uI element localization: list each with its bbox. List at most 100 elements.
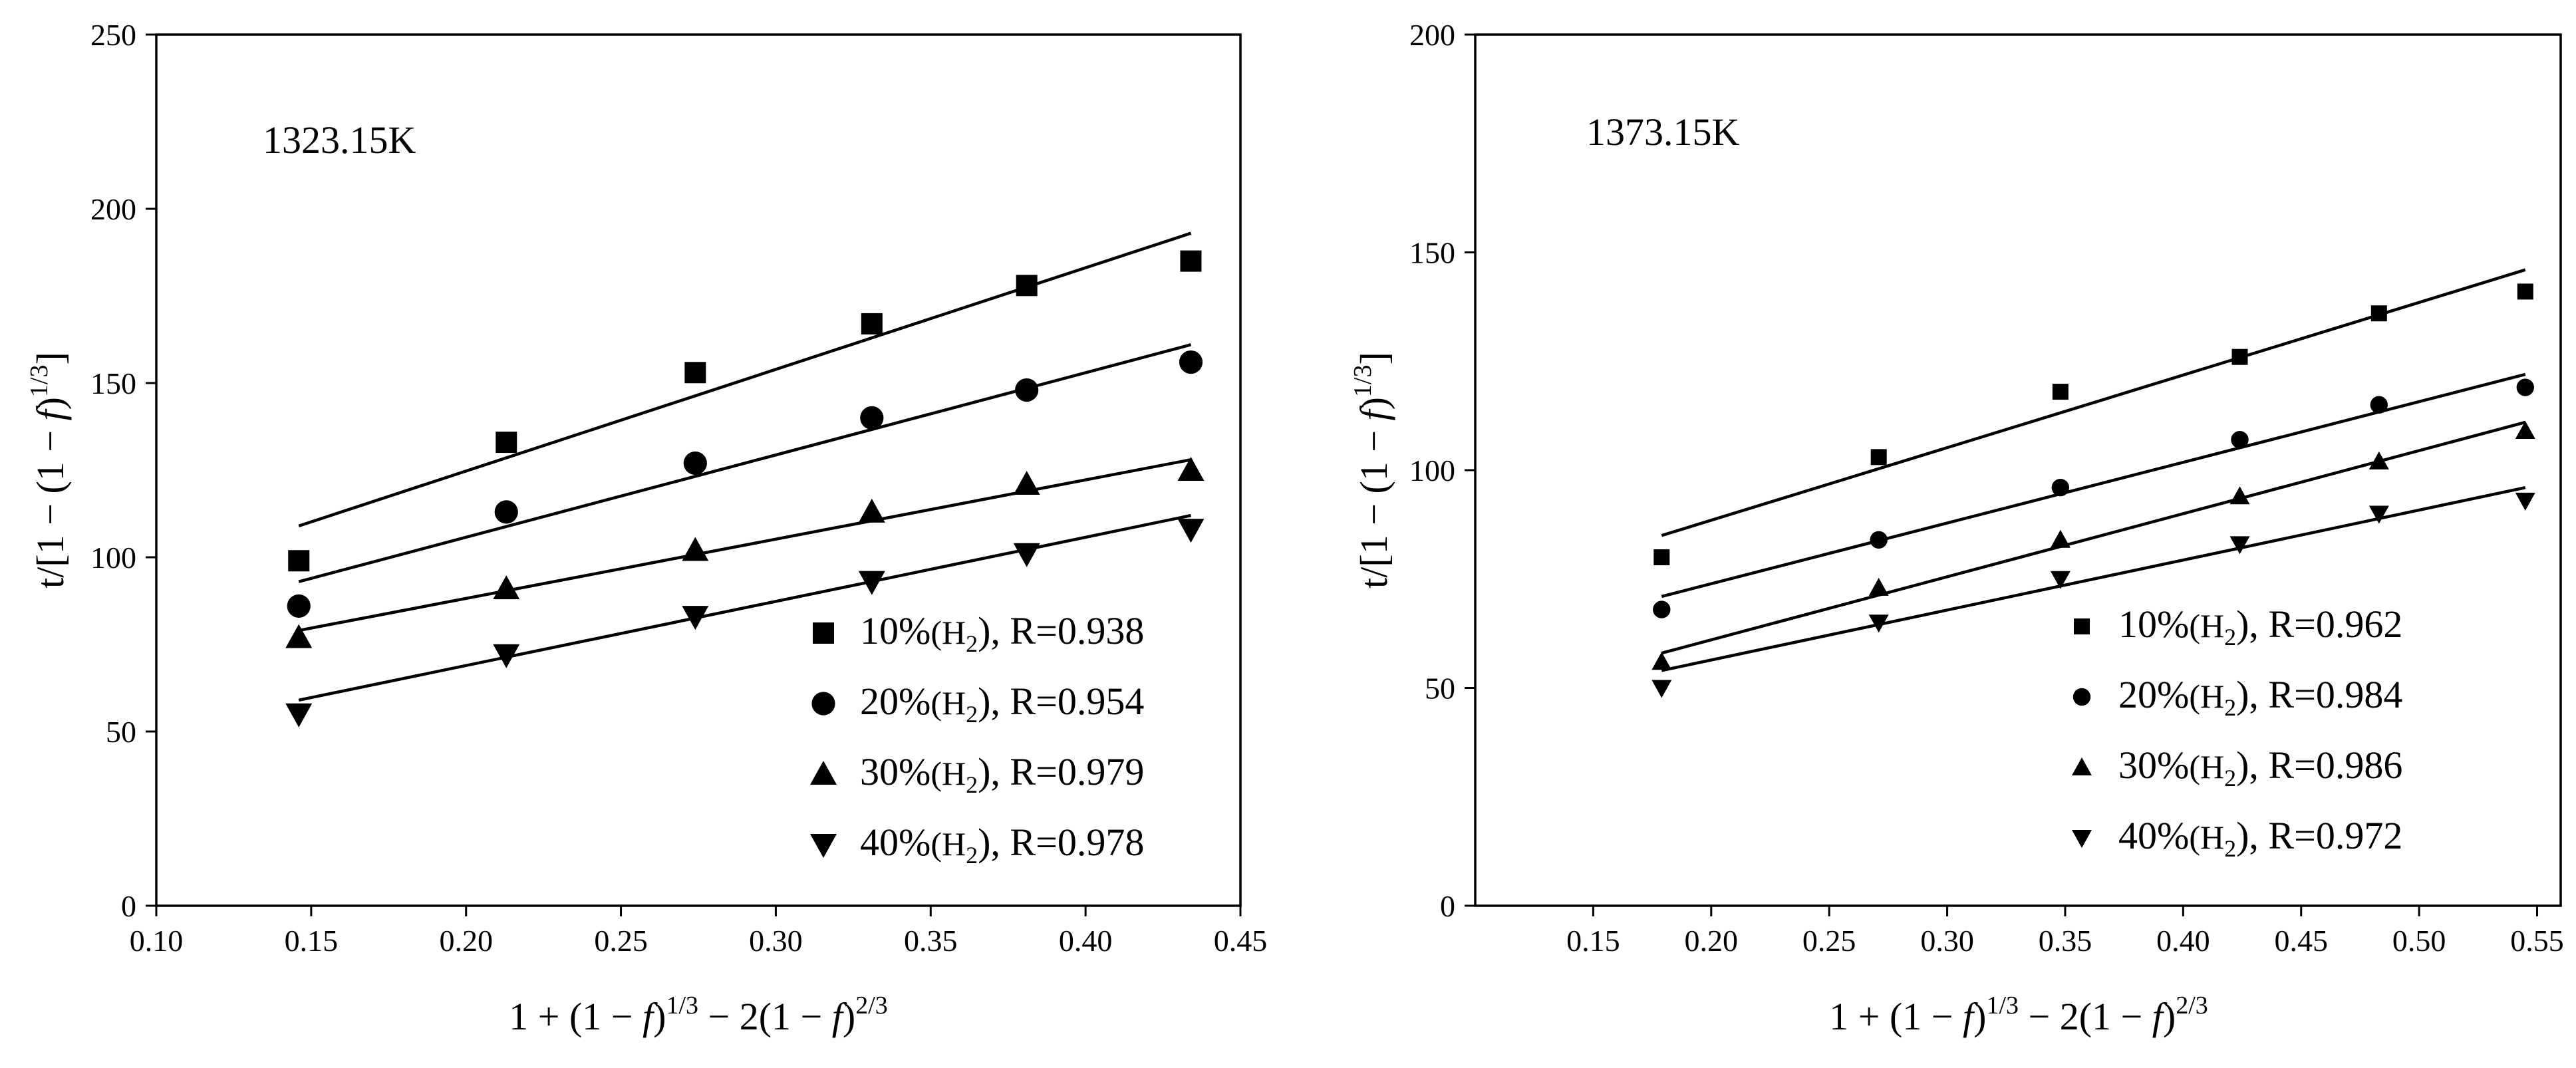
y-axis-title: t/[1 − (1 − f)1/3] — [1349, 352, 1395, 589]
data-point — [1653, 601, 1671, 618]
y-title-paren: ) — [1352, 397, 1395, 410]
x-title-part: 1 + (1 − — [1829, 995, 1963, 1038]
data-point — [2515, 492, 2535, 511]
legend-pct: 10% — [860, 609, 930, 652]
x-tick-label: 0.40 — [1059, 924, 1113, 958]
x-axis-title: 1 + (1 − f)1/3 − 2(1 − f)2/3 — [509, 992, 888, 1038]
fit-line — [298, 513, 1191, 702]
data-point — [1653, 549, 1670, 565]
legend-pct: 40% — [2118, 814, 2189, 857]
y-title-close: ] — [1352, 352, 1395, 364]
legend-entry: 10%(H2), R=0.962 — [2074, 602, 2402, 650]
series-triangle-up — [1651, 420, 2535, 670]
data-point — [684, 362, 706, 384]
fit-line — [1661, 372, 2526, 599]
x-tick-label: 0.45 — [2274, 924, 2328, 958]
x-tick-label: 0.20 — [439, 924, 493, 958]
legend-open: (H — [930, 755, 966, 792]
data-point — [1013, 543, 1040, 567]
y-title-part: t/[1 − (1 − — [1352, 421, 1395, 589]
legend-entry: 20%(H2), R=0.954 — [811, 680, 1144, 728]
x-tick-label: 0.15 — [1566, 924, 1620, 958]
fit-line — [298, 231, 1192, 527]
legend-marker — [811, 692, 835, 716]
data-point — [682, 537, 709, 561]
legend-r: R=0.972 — [2268, 814, 2402, 857]
series-circle — [287, 343, 1203, 618]
x-tick-label: 0.10 — [130, 924, 184, 958]
legend-r: R=0.938 — [1010, 609, 1144, 652]
data-point — [2517, 283, 2533, 300]
y-title-close: ] — [29, 352, 72, 364]
legend-label: 20%(H2), R=0.984 — [2118, 673, 2402, 721]
data-point — [858, 571, 885, 595]
data-point — [496, 432, 517, 454]
x-tick-label: 0.35 — [904, 924, 958, 958]
legend-open: (H — [2189, 748, 2224, 785]
data-point — [682, 606, 709, 630]
legend-entry: 30%(H2), R=0.979 — [810, 750, 1144, 798]
legend-entry: 20%(H2), R=0.984 — [2073, 673, 2402, 721]
legend-label: 30%(H2), R=0.986 — [2118, 743, 2402, 791]
data-point — [2515, 421, 2535, 440]
y-title-exp: 1/3 — [1349, 365, 1377, 398]
data-point — [285, 703, 313, 728]
legend-label: 20%(H2), R=0.954 — [860, 680, 1144, 728]
legend-r: R=0.962 — [2268, 602, 2402, 646]
data-point — [2370, 305, 2387, 322]
legend-sub: 2 — [966, 701, 978, 728]
x-tick-label: 0.30 — [1920, 924, 1974, 958]
legend-marker — [2073, 688, 2091, 706]
legend-pct: 20% — [2118, 673, 2189, 716]
x-title-paren: ) — [2163, 995, 2176, 1038]
y-axis-title: t/[1 − (1 − f)1/3] — [25, 352, 72, 589]
data-point — [1013, 470, 1040, 495]
legend-open: (H — [2189, 678, 2224, 715]
legend-r: R=0.978 — [1010, 821, 1144, 864]
y-tick-label: 50 — [106, 715, 136, 749]
legend-r: R=0.954 — [1010, 680, 1144, 723]
legend-entry: 40%(H2), R=0.978 — [810, 821, 1144, 868]
data-point — [1870, 449, 1887, 466]
x-tick-label: 0.35 — [2039, 924, 2092, 958]
data-point — [1868, 614, 1889, 633]
legend-marker — [2072, 830, 2092, 848]
legend-close: ), — [2236, 602, 2268, 646]
data-point — [1015, 378, 1039, 402]
data-point — [493, 644, 520, 668]
legend-label: 10%(H2), R=0.938 — [860, 609, 1144, 657]
y-tick-label: 250 — [90, 18, 136, 52]
legend-close: ), — [2236, 673, 2268, 716]
legend-sub: 2 — [966, 842, 978, 868]
legend-close: ), — [978, 821, 1010, 864]
legend-open: (H — [930, 684, 966, 722]
x-title-part: 1 + (1 − — [509, 995, 643, 1038]
data-point — [860, 406, 884, 430]
data-point — [2231, 348, 2248, 365]
series-square — [1653, 268, 2533, 565]
y-tick-label: 150 — [1409, 236, 1455, 270]
data-point — [2370, 396, 2388, 414]
y-tick-label: 0 — [121, 889, 136, 923]
legend-label: 40%(H2), R=0.972 — [2118, 814, 2402, 862]
x-title-paren: ) — [843, 995, 855, 1038]
x-title-exp: 1/3 — [666, 992, 698, 1019]
data-point — [288, 550, 310, 572]
legend-marker — [2072, 757, 2092, 775]
x-tick-label: 0.50 — [2392, 924, 2446, 958]
data-point — [2050, 571, 2071, 589]
legend-r: R=0.986 — [2268, 743, 2402, 787]
panel-label: 1323.15K — [263, 118, 416, 162]
data-point — [493, 575, 520, 600]
data-point — [2231, 430, 2249, 449]
legend-pct: 20% — [860, 680, 930, 723]
y-tick-label: 50 — [1425, 672, 1455, 706]
data-point — [2050, 529, 2071, 548]
series-circle — [1653, 372, 2534, 618]
legend-marker — [810, 834, 837, 858]
data-point — [1651, 680, 1672, 698]
x-title-exp: 2/3 — [855, 992, 888, 1019]
y-tick-label: 100 — [1409, 454, 1455, 487]
panel-label: 1373.15K — [1586, 110, 1740, 154]
